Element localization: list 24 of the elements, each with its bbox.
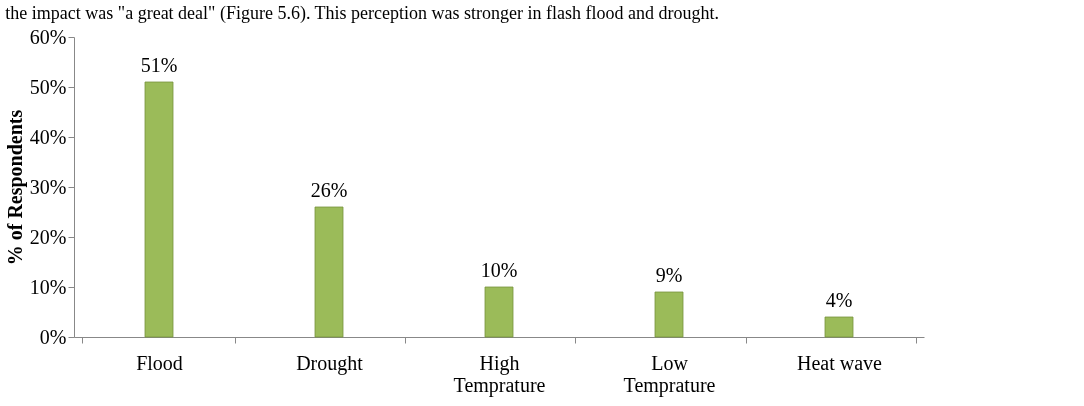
bar [654, 291, 684, 338]
y-tick-label: 60% [29, 25, 67, 48]
y-tick-label: 10% [29, 275, 67, 298]
y-axis-title: % of Respondents [3, 109, 27, 266]
y-tick-label: 50% [29, 75, 67, 98]
data-label: 10% [480, 259, 518, 281]
data-label: 9% [655, 264, 683, 286]
data-label: 4% [825, 289, 853, 311]
y-tick-label: 20% [29, 225, 67, 248]
x-tick-label: Heat wave [797, 351, 883, 374]
y-tick-label: 40% [29, 125, 67, 148]
y-tick-label: 30% [29, 175, 67, 198]
y-tick-label: 0% [39, 325, 67, 348]
x-tick-label: Flood [136, 351, 183, 374]
x-tick-label: Low Temprature [623, 351, 716, 397]
data-label: 26% [310, 179, 348, 201]
bar [144, 81, 174, 338]
bar [824, 316, 854, 338]
x-tick-label: High Temprature [453, 351, 546, 397]
data-label: 51% [140, 54, 178, 76]
bar [314, 206, 344, 338]
text: the impact was "a great deal" (Figure 5.6). This perception was stronger in flash flood and drought. [5, 3, 720, 24]
bar [484, 286, 514, 338]
x-tick-label: Drought [296, 351, 364, 375]
